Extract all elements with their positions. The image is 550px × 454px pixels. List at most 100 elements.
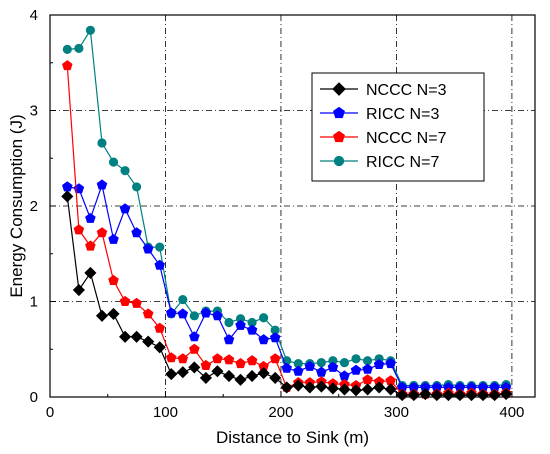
data-point [200,307,212,318]
data-point [396,389,409,402]
legend-item: NCCC N=7 [320,130,447,147]
data-point [211,365,224,378]
data-point [96,227,108,238]
legend-item: RICC N=3 [320,106,439,123]
data-point [234,373,247,386]
data-point [189,331,200,342]
data-point [142,335,155,348]
data-point [362,363,373,374]
data-point [62,44,72,54]
data-point [419,388,432,401]
data-point [315,380,328,393]
data-point [119,295,131,307]
data-point [339,370,350,381]
data-point [235,319,246,330]
data-point [303,381,316,394]
legend-item: NCCC N=3 [320,82,447,99]
legend-label: RICC N=3 [366,106,439,123]
data-point [96,179,108,190]
data-point [292,379,305,392]
data-point [246,369,259,383]
legend: NCCC N=3 RICC N=3 NCCC N=7 RICC N=7 [311,72,485,182]
data-point [316,366,327,377]
data-point [199,371,212,384]
x-tick-label: 0 [46,404,54,421]
data-point [119,330,132,343]
data-point [385,358,396,369]
data-point [304,360,316,371]
data-point [120,166,130,176]
data-point [500,388,513,401]
data-point [407,389,420,402]
data-point [453,389,466,402]
data-point [222,369,236,383]
data-point [142,243,154,254]
data-point [269,371,282,384]
data-point [142,308,154,319]
data-point [85,212,96,223]
data-point [165,368,178,381]
data-point [362,374,373,385]
y-axis-title: Energy Consumption (J) [7,114,26,297]
data-point [326,382,339,395]
data-point [349,384,363,397]
legend-label: RICC N=7 [366,154,439,171]
data-point [131,227,142,238]
data-point [246,324,258,335]
axis-ticks: 0 100 200 300 400 0 1 2 3 4 [30,7,525,421]
data-point [362,356,373,366]
data-point [339,358,350,368]
data-point [430,389,443,402]
data-point [132,182,142,192]
data-point [61,190,74,203]
data-point [384,383,397,396]
data-point [165,307,177,318]
data-point [85,240,96,251]
data-point [246,355,258,366]
data-point [223,334,235,345]
data-point [200,359,212,371]
data-point [130,330,143,343]
data-point [293,365,304,376]
data-point [373,381,386,394]
data-point [350,364,362,375]
data-point [177,353,189,364]
data-point [177,308,189,319]
legend-marker [333,130,345,143]
data-point [176,366,189,379]
y-tick-label: 3 [30,103,38,120]
data-point [119,203,131,214]
data-point [188,361,201,374]
x-axis-title: Distance to Sink (m) [216,428,369,447]
data-point [476,389,490,402]
data-point [74,43,84,54]
data-point [189,311,199,321]
x-tick-label: 400 [499,404,524,421]
data-point [155,242,165,252]
data-point [108,274,119,286]
data-point [212,353,223,364]
legend-marker [333,106,345,119]
data-point [488,389,501,402]
data-point [154,322,165,333]
data-point [131,297,142,308]
data-point [84,266,97,279]
x-tick-label: 300 [384,404,409,421]
data-point [154,259,165,270]
x-tick-label: 200 [268,404,293,421]
data-point [465,389,478,402]
data-point [212,310,223,321]
data-point [361,383,374,396]
data-point [235,358,246,369]
y-tick-label: 4 [30,7,38,24]
data-point [153,341,166,354]
data-point [108,157,119,167]
legend-item: RICC N=7 [320,154,439,171]
data-point [258,334,269,345]
legend-label: NCCC N=7 [366,130,447,147]
data-point [280,381,293,394]
data-point [72,283,85,297]
data-point [257,367,270,380]
data-point [165,352,177,363]
